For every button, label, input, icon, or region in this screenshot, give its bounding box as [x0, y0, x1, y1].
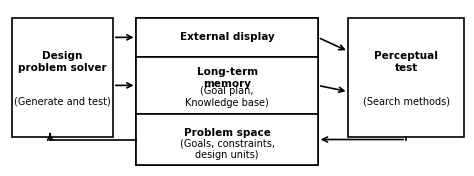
Bar [137, 56, 318, 114]
Text: External display: External display [180, 32, 274, 42]
Text: Problem space: Problem space [184, 128, 271, 138]
Bar [137, 18, 318, 165]
Text: Design
problem solver: Design problem solver [18, 51, 107, 73]
Bar [348, 18, 464, 137]
Text: (Goals, constraints,
design units): (Goals, constraints, design units) [180, 139, 274, 161]
Text: (Goal plan,
Knowledge base): (Goal plan, Knowledge base) [185, 86, 269, 108]
Text: Long-term
memory: Long-term memory [197, 67, 258, 89]
Text: (Generate and test): (Generate and test) [14, 96, 110, 106]
Bar [137, 114, 318, 165]
Text: Perceptual
test: Perceptual test [374, 51, 438, 73]
Bar [12, 18, 113, 137]
Bar [137, 18, 318, 56]
Text: (Search methods): (Search methods) [363, 96, 450, 106]
